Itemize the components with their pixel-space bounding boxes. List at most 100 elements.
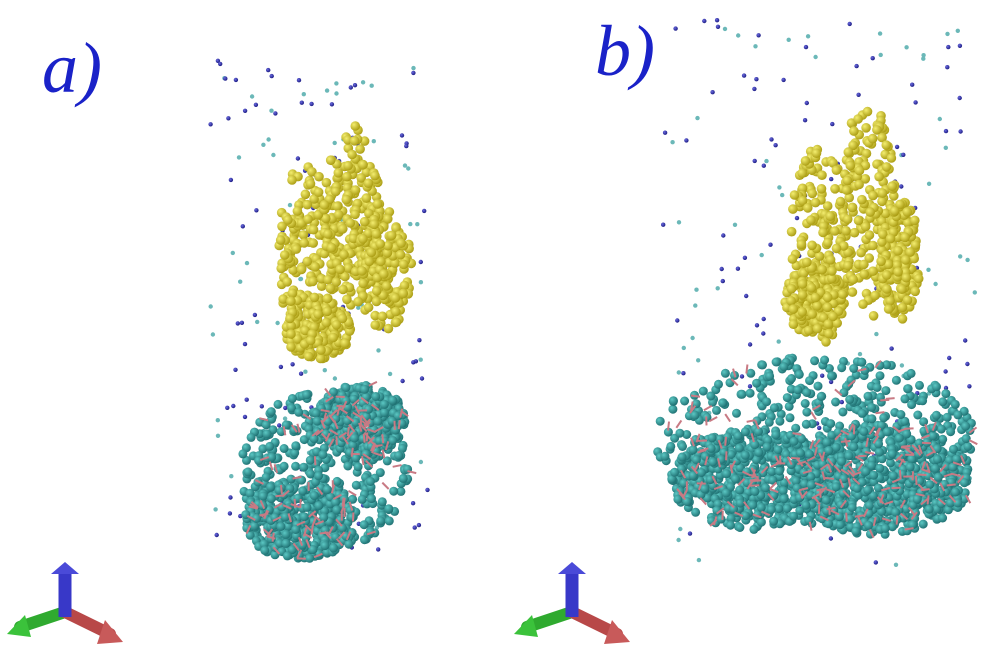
ion [760, 253, 764, 257]
ion [840, 400, 844, 404]
lipid-atom [332, 505, 341, 514]
protein-atom [893, 267, 903, 277]
protein-atom [886, 234, 896, 244]
lipid-atom [963, 442, 972, 451]
protein-atom [283, 215, 293, 225]
ion [241, 224, 245, 228]
protein-atom [842, 185, 852, 195]
protein-atom [376, 239, 386, 249]
protein-atom [789, 304, 799, 314]
protein-atom [838, 289, 848, 299]
lipid-atom [380, 400, 389, 409]
protein-atom [817, 265, 827, 275]
protein-atom [885, 296, 895, 306]
protein-atom [843, 176, 853, 186]
lipid-atom [848, 503, 857, 512]
protein-atom [372, 286, 382, 296]
lipid-atom [774, 445, 783, 454]
protein-atom [848, 275, 858, 285]
protein-atom [806, 215, 816, 225]
protein-atom [882, 270, 892, 280]
ion [858, 352, 862, 356]
protein-atom [320, 200, 330, 210]
ion [361, 80, 365, 84]
ion [921, 57, 925, 61]
protein-atom [297, 265, 307, 275]
lipid-atom [669, 396, 678, 405]
lipid-atom [306, 470, 315, 479]
ion [756, 33, 760, 37]
ion [803, 118, 807, 122]
lipid-atom [867, 403, 876, 412]
lipid-atom [692, 455, 701, 464]
lipid-atom [708, 457, 717, 466]
protein-atom [846, 161, 856, 171]
protein-atom [322, 178, 332, 188]
ion [781, 78, 785, 82]
ion [702, 19, 706, 23]
protein-atom [347, 150, 357, 160]
lipid-tail [676, 420, 681, 427]
lipid-atom [244, 467, 253, 476]
ion [874, 332, 878, 336]
ion [830, 122, 834, 126]
lipid-atom [360, 520, 369, 529]
lipid-atom [262, 473, 271, 482]
ion [323, 368, 327, 372]
lipid-atom [787, 374, 796, 383]
protein-atom [798, 279, 808, 289]
protein-atom [364, 257, 374, 267]
lipid-atom [925, 505, 934, 514]
ion [411, 501, 415, 505]
ion [408, 222, 412, 226]
protein-atom [884, 304, 894, 314]
ion [349, 85, 353, 89]
axes-icon [514, 562, 630, 644]
protein-atom [323, 275, 333, 285]
ion [748, 342, 752, 346]
protein-atom [841, 226, 851, 236]
protein-atom [798, 290, 808, 300]
lipid-atom [913, 495, 922, 504]
protein-atom [326, 284, 336, 294]
lipid-tail [917, 474, 926, 475]
protein-atom [788, 254, 798, 264]
protein-atom [811, 293, 821, 303]
protein-atom [350, 210, 360, 220]
lipid-atom [291, 525, 300, 534]
lipid-atom [746, 389, 755, 398]
ion [736, 267, 740, 271]
molecules [208, 18, 977, 567]
ion [764, 159, 768, 163]
ion [404, 144, 408, 148]
ion [944, 129, 948, 133]
ion [753, 159, 757, 163]
ion [211, 332, 215, 336]
lipid-atom [735, 523, 744, 532]
lipid-atom [263, 429, 272, 438]
lipid-atom [247, 433, 256, 442]
lipid-tail [315, 456, 316, 465]
lipid-atom [795, 370, 804, 379]
ion [740, 374, 744, 378]
lipid-atom [360, 385, 369, 394]
lipid-atom [865, 501, 874, 510]
protein-atom [824, 329, 834, 339]
protein-atom [848, 287, 858, 297]
protein-atom [812, 148, 822, 158]
ion [231, 404, 235, 408]
ion [780, 193, 784, 197]
ion [266, 137, 270, 141]
protein-atom [843, 261, 853, 271]
protein-atom [286, 296, 296, 306]
lipid-atom [888, 449, 897, 458]
protein-atom [306, 179, 316, 189]
lipid-atom [689, 445, 698, 454]
lipid-atom [783, 504, 792, 513]
ion [411, 66, 415, 70]
lipid-tail [374, 445, 383, 446]
protein-atom [870, 291, 880, 301]
lipid-tail [348, 427, 349, 436]
protein-atom [326, 155, 336, 165]
lipid-atom [838, 408, 847, 417]
